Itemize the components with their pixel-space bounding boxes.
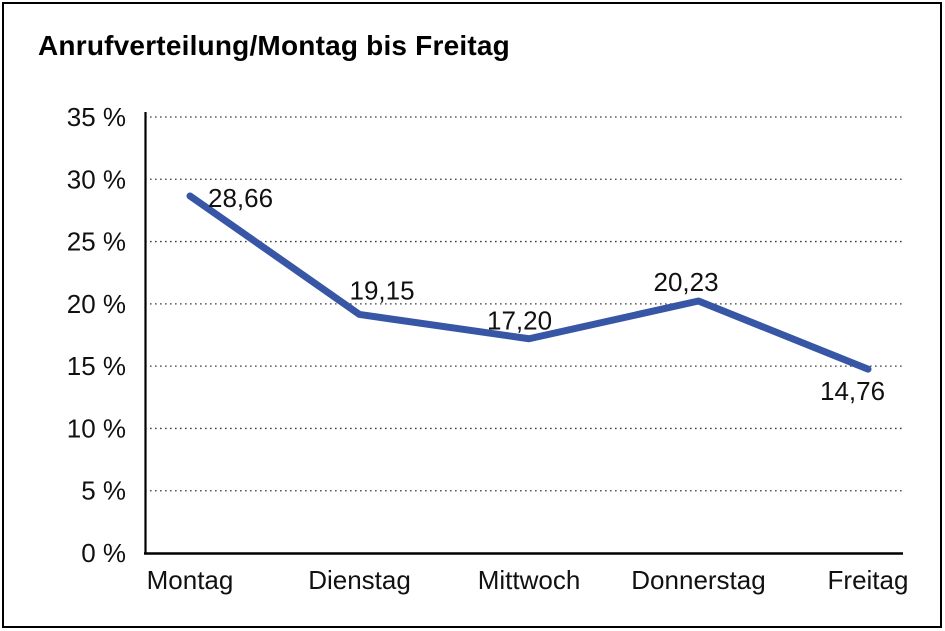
x-tick-label: Dienstag [308, 565, 411, 595]
y-tick-label: 5 % [81, 476, 126, 506]
y-tick-label: 10 % [67, 413, 126, 443]
y-tick-label: 0 % [81, 538, 126, 568]
x-tick-label: Mittwoch [478, 565, 581, 595]
data-point-label: 28,66 [208, 183, 273, 213]
y-tick-label: 15 % [67, 351, 126, 381]
y-tick-label: 35 % [67, 102, 126, 132]
data-point-label: 19,15 [350, 275, 415, 305]
data-point-label: 14,76 [820, 376, 885, 406]
data-point-label: 17,20 [487, 306, 552, 336]
data-line [186, 192, 872, 373]
x-tick-label: Donnerstag [631, 565, 765, 595]
chart-title: Anrufverteilung/Montag bis Freitag [38, 30, 510, 61]
data-point-label: 20,23 [654, 267, 719, 297]
x-tick-label: Montag [147, 565, 234, 595]
x-tick-label: Freitag [828, 565, 909, 595]
y-tick-label: 30 % [67, 164, 126, 194]
y-tick-label: 25 % [67, 227, 126, 257]
y-tick-label: 20 % [67, 289, 126, 319]
